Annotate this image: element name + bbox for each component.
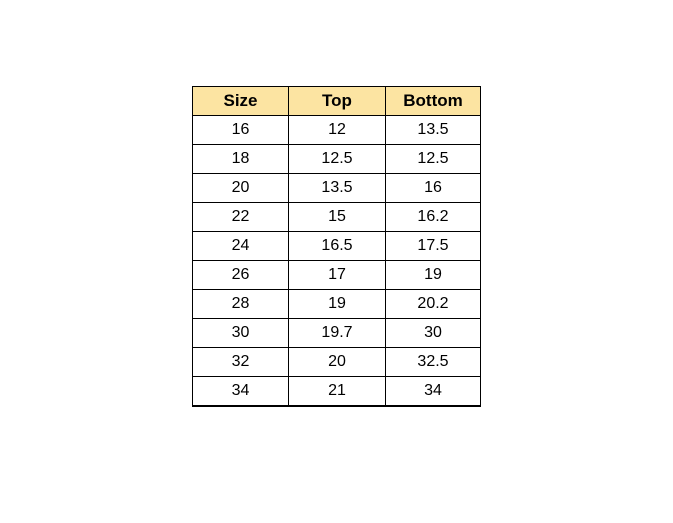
table-row: 26 17 19 (192, 260, 481, 290)
cell-top: 20 (288, 347, 386, 377)
table-header-row: Size Top Bottom (192, 86, 481, 116)
table-body: 16 12 13.5 18 12.5 12.5 20 13.5 16 22 15… (192, 115, 481, 407)
cell-bottom: 16 (385, 173, 481, 203)
cell-bottom: 12.5 (385, 144, 481, 174)
cell-size: 26 (192, 260, 289, 290)
cell-bottom: 30 (385, 318, 481, 348)
table-row: 16 12 13.5 (192, 115, 481, 145)
table-row: 24 16.5 17.5 (192, 231, 481, 261)
table-row: 20 13.5 16 (192, 173, 481, 203)
cell-size: 18 (192, 144, 289, 174)
cell-size: 34 (192, 376, 289, 407)
cell-top: 19 (288, 289, 386, 319)
cell-size: 16 (192, 115, 289, 145)
cell-bottom: 34 (385, 376, 481, 407)
table-row: 32 20 32.5 (192, 347, 481, 377)
column-header-size: Size (192, 86, 289, 116)
cell-size: 32 (192, 347, 289, 377)
cell-size: 28 (192, 289, 289, 319)
cell-top: 19.7 (288, 318, 386, 348)
cell-size: 24 (192, 231, 289, 261)
cell-size: 20 (192, 173, 289, 203)
cell-size: 30 (192, 318, 289, 348)
table-row: 18 12.5 12.5 (192, 144, 481, 174)
cell-bottom: 16.2 (385, 202, 481, 232)
table-header: Size Top Bottom (192, 86, 481, 116)
column-header-bottom: Bottom (385, 86, 481, 116)
table-row: 28 19 20.2 (192, 289, 481, 319)
cell-top: 16.5 (288, 231, 386, 261)
table-row: 22 15 16.2 (192, 202, 481, 232)
cell-top: 15 (288, 202, 386, 232)
cell-bottom: 19 (385, 260, 481, 290)
cell-bottom: 13.5 (385, 115, 481, 145)
table-row: 30 19.7 30 (192, 318, 481, 348)
cell-size: 22 (192, 202, 289, 232)
cell-top: 13.5 (288, 173, 386, 203)
table-row: 34 21 34 (192, 376, 481, 407)
column-header-top: Top (288, 86, 386, 116)
cell-top: 12.5 (288, 144, 386, 174)
cell-bottom: 32.5 (385, 347, 481, 377)
cell-top: 12 (288, 115, 386, 145)
cell-top: 21 (288, 376, 386, 407)
cell-bottom: 20.2 (385, 289, 481, 319)
cell-bottom: 17.5 (385, 231, 481, 261)
cell-top: 17 (288, 260, 386, 290)
size-chart-table: Size Top Bottom 16 12 13.5 18 12.5 12.5 … (192, 86, 481, 407)
